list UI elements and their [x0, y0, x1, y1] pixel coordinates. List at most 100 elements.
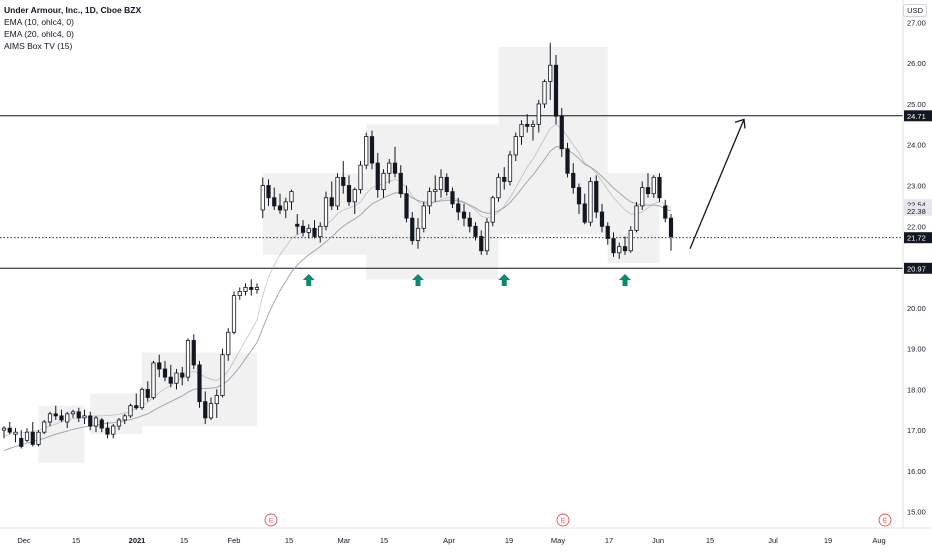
candle-body	[283, 201, 288, 211]
earnings-label: E	[561, 518, 566, 525]
currency-label[interactable]: USD	[903, 4, 927, 17]
candle-body	[128, 405, 133, 417]
candle-body	[249, 287, 254, 290]
level-price-label: 21.72	[907, 234, 926, 243]
candle-body	[36, 431, 41, 445]
candle-body	[513, 136, 518, 156]
earnings-label: E	[883, 518, 888, 525]
price-tick-label: 26.00	[907, 59, 926, 68]
earnings-marker-1: E	[556, 513, 570, 527]
secondary-price-label: 22.38	[907, 207, 926, 216]
indicator-aims-box[interactable]: AIMS Box TV (15)	[4, 41, 73, 51]
candle-body	[168, 376, 173, 384]
consolidation-box-6	[607, 173, 660, 263]
projection-arrow	[689, 119, 745, 249]
candle-body	[611, 238, 616, 254]
candle	[668, 214, 674, 251]
candle	[174, 368, 179, 390]
candle	[611, 232, 616, 257]
candle-body	[484, 221, 490, 252]
candle-body	[628, 229, 633, 252]
candle-body	[139, 388, 145, 409]
candle	[404, 185, 409, 223]
indicator-ema10[interactable]: EMA (10, ohlc4, 0)	[4, 17, 74, 27]
indicator-ema20[interactable]: EMA (20, ohlc4, 0)	[4, 29, 74, 39]
candle-body	[47, 413, 53, 423]
candle-body	[300, 225, 306, 233]
candle	[433, 175, 438, 202]
candle-body	[651, 176, 656, 195]
candle-body	[162, 368, 168, 378]
time-tick-label: Aug	[872, 536, 885, 545]
candle	[364, 132, 369, 170]
candle	[289, 189, 294, 210]
candle-body	[116, 419, 122, 427]
candle-body	[231, 295, 237, 333]
candle	[312, 220, 317, 239]
candle-body	[214, 395, 219, 405]
candle-body	[197, 364, 202, 403]
candle-body	[254, 287, 260, 290]
candle	[392, 146, 398, 178]
candle-body	[617, 246, 622, 254]
candle-body	[185, 340, 191, 378]
candle	[657, 173, 662, 202]
candle-body	[145, 388, 150, 398]
candle-body	[364, 136, 369, 166]
candle-body	[605, 225, 610, 239]
candle	[122, 413, 127, 425]
candle-body	[289, 191, 294, 203]
candle	[318, 222, 323, 243]
candle	[473, 222, 478, 241]
candle	[145, 381, 150, 402]
time-tick-label: 19	[824, 536, 832, 545]
time-tick-label: Dec	[17, 536, 31, 545]
candle	[323, 191, 329, 231]
candle	[226, 328, 231, 361]
level-price-label: 24.71	[907, 112, 926, 121]
candle	[444, 173, 449, 196]
candle	[502, 167, 507, 190]
candle	[594, 175, 599, 219]
candle	[306, 224, 311, 239]
candle-body	[157, 362, 162, 370]
price-tick-label: 16.00	[907, 467, 926, 476]
candle-body	[387, 162, 392, 174]
candle	[410, 212, 415, 245]
candle-body	[111, 425, 116, 435]
candle-body	[82, 415, 87, 419]
candle-body	[525, 123, 530, 127]
symbol-title[interactable]: Under Armour, Inc., 1D, Cboe BZX	[4, 5, 142, 15]
candle-body	[582, 203, 587, 223]
support-arrow-0	[302, 274, 315, 286]
candle-body	[467, 217, 472, 227]
candle	[185, 338, 191, 382]
price-tick-label: 17.00	[907, 426, 926, 435]
candle-body	[99, 419, 104, 429]
candle	[105, 421, 110, 439]
time-tick-label: 15	[380, 536, 388, 545]
candle	[283, 197, 288, 219]
candle-body	[645, 187, 651, 195]
candle-body	[346, 185, 352, 203]
candle-body	[450, 191, 455, 205]
candle	[214, 389, 219, 418]
candle-body	[203, 401, 208, 419]
candle-body	[530, 123, 536, 127]
candle	[599, 203, 605, 233]
level-price-badge-2	[904, 262, 932, 274]
candle-body	[70, 411, 76, 415]
candle	[157, 354, 162, 378]
candle	[7, 421, 12, 435]
candle	[456, 197, 461, 221]
earnings-marker-2: E	[878, 513, 892, 527]
candle-body	[42, 421, 47, 433]
projection-arrow-head	[734, 118, 746, 129]
candle-body	[76, 411, 81, 419]
candle-body	[415, 227, 421, 241]
candle	[571, 163, 576, 194]
time-tick-label: 19	[505, 536, 513, 545]
candle	[519, 120, 524, 145]
